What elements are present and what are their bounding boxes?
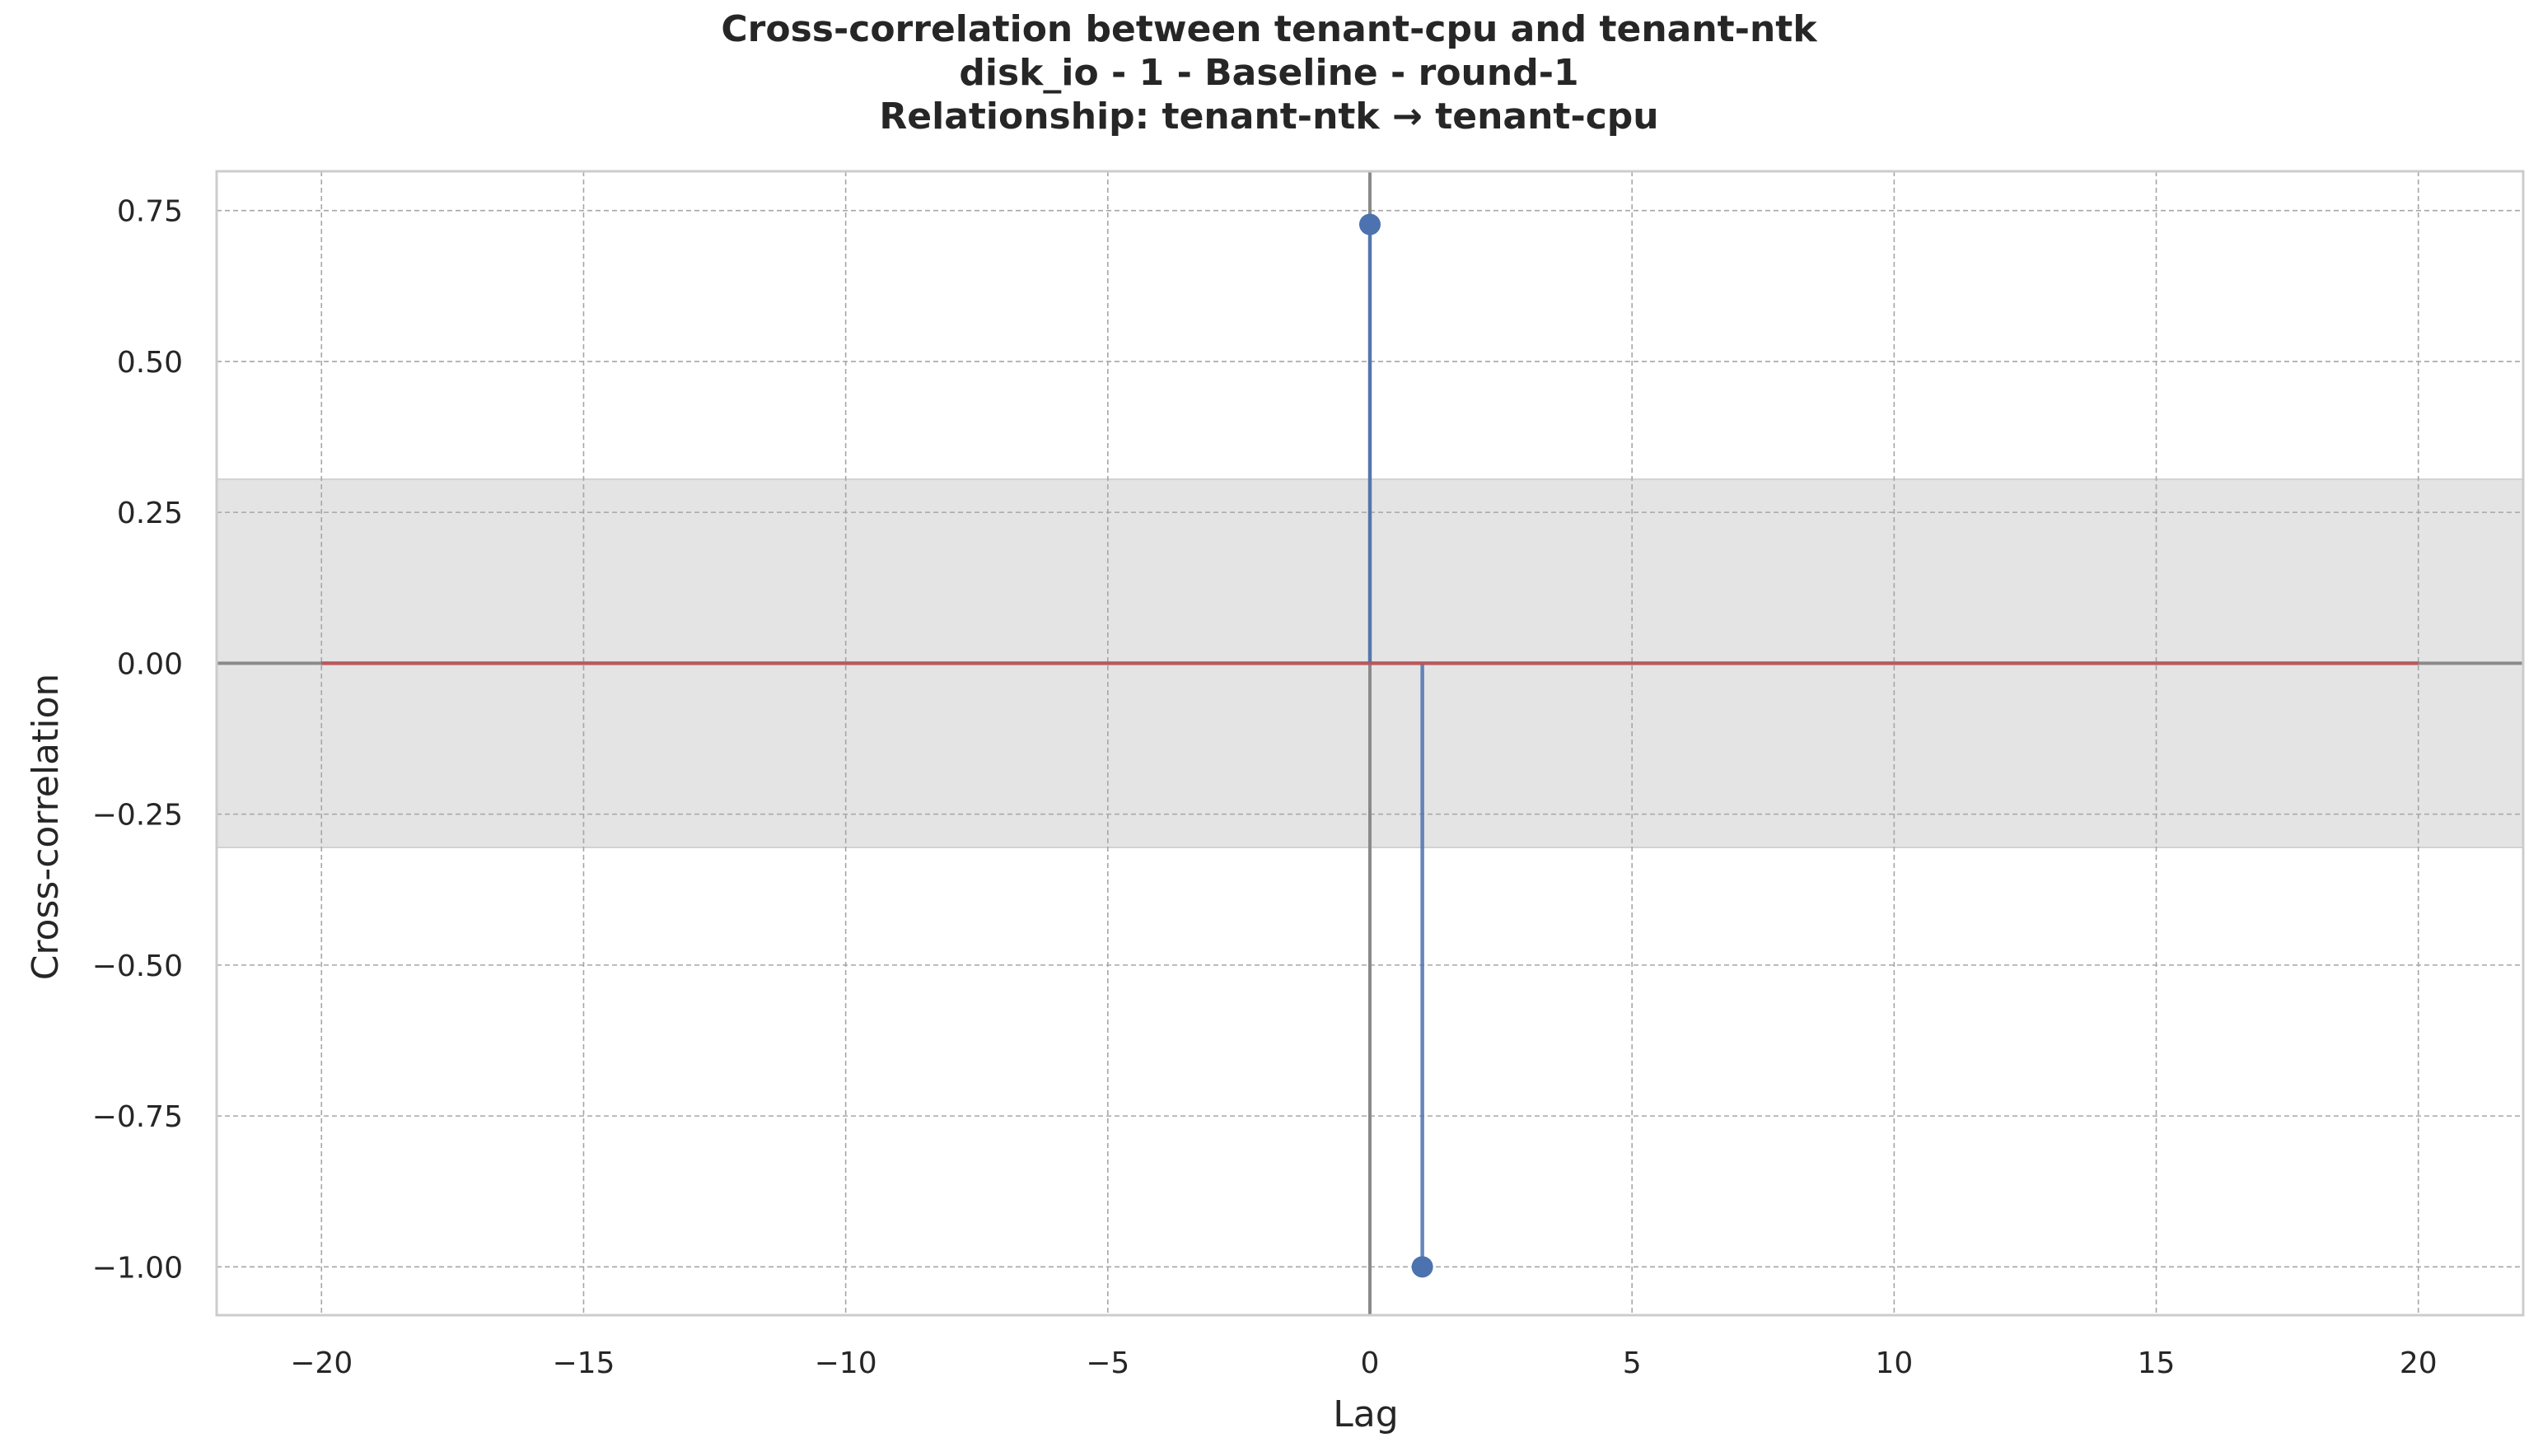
chart-title-line-2: disk_io - 1 - Baseline - round-1 (959, 52, 1579, 94)
y-tick-label: −0.50 (92, 950, 183, 983)
y-tick-label: −0.25 (92, 799, 183, 833)
x-tick-label: −10 (815, 1346, 877, 1380)
y-tick-label: 0.75 (117, 195, 183, 229)
stem-layer (321, 213, 2419, 1278)
y-axis-label: Cross-correlation (25, 674, 67, 981)
y-tick-label: −1.00 (92, 1251, 183, 1285)
x-tick-label: 0 (1361, 1346, 1380, 1380)
tick-labels-layer: −20 −15 −10 −5 0 5 10 15 20 0.75 0.50 0.25 0.00 −0.25… (92, 195, 2438, 1380)
x-axis-label: Lag (1333, 1393, 1398, 1435)
axes-frame (215, 170, 2525, 1317)
y-tick-label: −0.75 (92, 1100, 183, 1134)
x-tick-label: 15 (2138, 1346, 2176, 1380)
y-tick-label: 0.50 (117, 346, 183, 380)
stem-marker (1411, 1256, 1433, 1278)
stem-marker (1359, 213, 1381, 236)
x-tick-label: 10 (1875, 1346, 1913, 1380)
y-tick-label: 0.25 (117, 497, 183, 530)
x-tick-label: −15 (552, 1346, 615, 1380)
x-tick-label: 5 (1623, 1346, 1642, 1380)
x-tick-label: −20 (290, 1346, 353, 1380)
chart-title-line-3: Relationship: tenant-ntk → tenant-cpu (879, 96, 1659, 138)
y-tick-label: 0.00 (117, 647, 183, 681)
x-tick-label: −5 (1086, 1346, 1129, 1380)
x-tick-label: 20 (2400, 1346, 2438, 1380)
chart-title-line-1: Cross-correlation between tenant-cpu and… (721, 8, 1817, 50)
plot-frame (215, 170, 2525, 1317)
